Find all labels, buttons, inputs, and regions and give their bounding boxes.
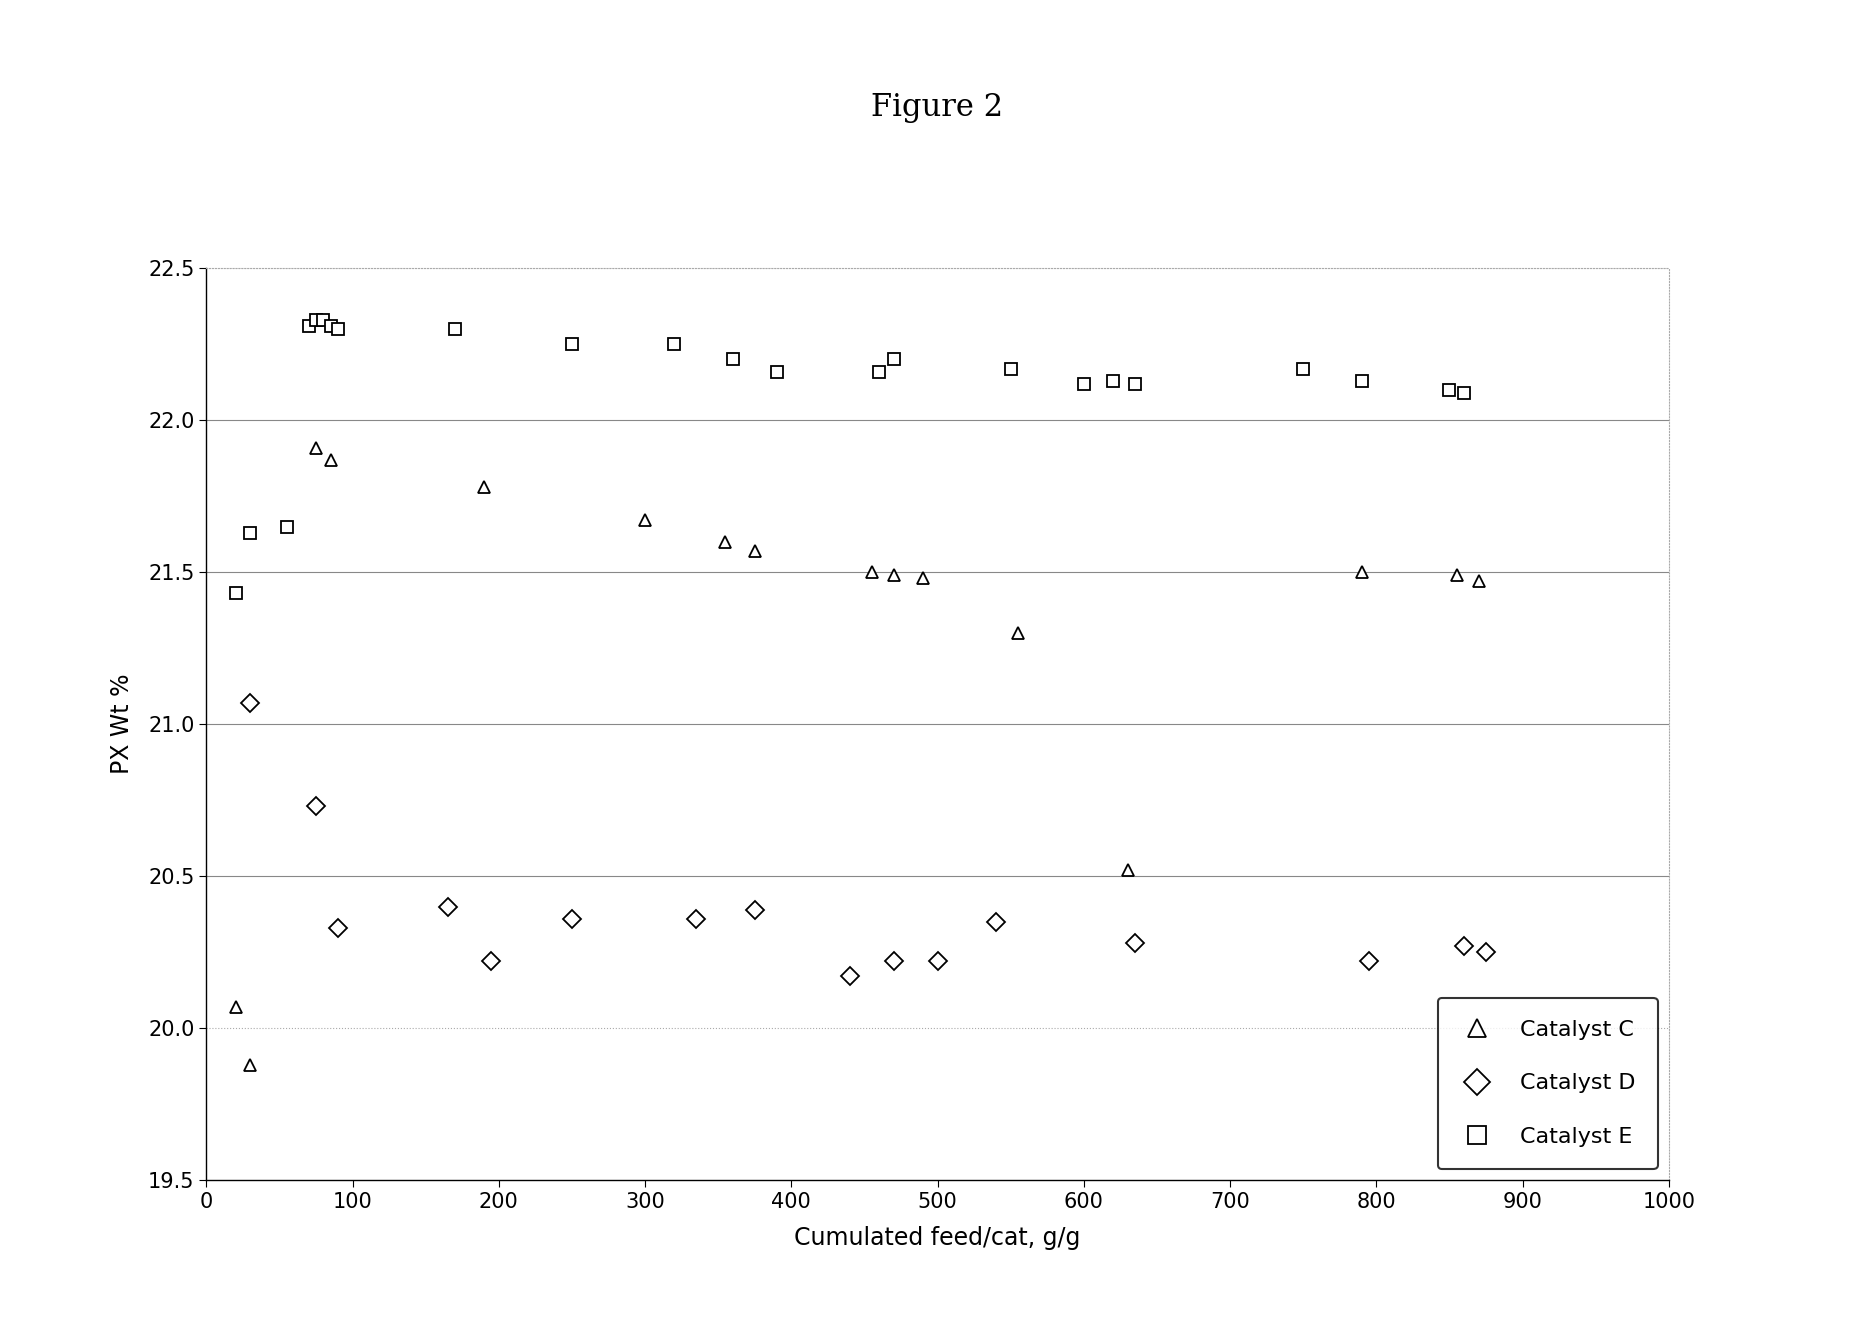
Catalyst E [883,351,906,367]
Catalyst E [1350,373,1372,389]
Y-axis label: PX Wt %: PX Wt % [111,675,133,774]
Line: Catalyst E: Catalyst E [229,314,1470,599]
Catalyst C [1007,625,1029,641]
Catalyst D [1476,944,1498,960]
Catalyst D [883,953,906,970]
Catalyst E [304,312,328,329]
Catalyst D [684,911,707,927]
Catalyst E [765,363,788,380]
Catalyst C [304,440,328,456]
Catalyst C [1468,573,1491,589]
Catalyst D [437,898,459,915]
Catalyst D [480,953,502,970]
Catalyst E [311,312,334,329]
Catalyst D [926,953,949,970]
Catalyst D [1358,953,1380,970]
Catalyst C [225,999,248,1015]
Catalyst E [561,337,583,353]
Line: Catalyst D: Catalyst D [244,696,1492,983]
Catalyst E [722,351,744,367]
Catalyst C [319,452,341,468]
Catalyst C [1446,567,1468,583]
Catalyst D [1123,935,1146,951]
Catalyst C [742,543,767,559]
Catalyst E [1292,361,1314,377]
Catalyst C [861,565,883,581]
Catalyst D [238,695,261,711]
Catalyst E [238,524,261,540]
Catalyst E [1123,375,1146,392]
Catalyst E [298,318,321,334]
Catalyst D [742,901,767,917]
Catalyst E [326,320,349,337]
Catalyst D [984,913,1007,929]
Catalyst E [999,361,1022,377]
Catalyst D [304,798,328,814]
Catalyst C [472,479,495,495]
Line: Catalyst C: Catalyst C [229,441,1485,1071]
X-axis label: Cumulated feed/cat, g/g: Cumulated feed/cat, g/g [795,1226,1080,1250]
Catalyst E [664,337,686,353]
Catalyst C [1116,862,1138,878]
Legend: Catalyst C, Catalyst D, Catalyst E: Catalyst C, Catalyst D, Catalyst E [1438,998,1658,1169]
Text: Figure 2: Figure 2 [872,91,1003,123]
Catalyst E [1102,373,1125,389]
Catalyst C [883,567,906,583]
Catalyst D [838,968,861,984]
Catalyst E [225,586,248,602]
Catalyst E [1438,382,1461,398]
Catalyst D [326,920,349,936]
Catalyst E [444,320,467,337]
Catalyst E [1453,385,1476,401]
Catalyst E [319,318,341,334]
Catalyst E [276,519,298,535]
Catalyst D [561,911,583,927]
Catalyst E [1072,375,1095,392]
Catalyst D [1453,937,1476,953]
Catalyst C [634,512,656,528]
Catalyst E [868,363,891,380]
Catalyst C [1350,565,1372,581]
Catalyst C [238,1057,261,1073]
Catalyst C [714,534,737,550]
Catalyst C [911,570,934,586]
